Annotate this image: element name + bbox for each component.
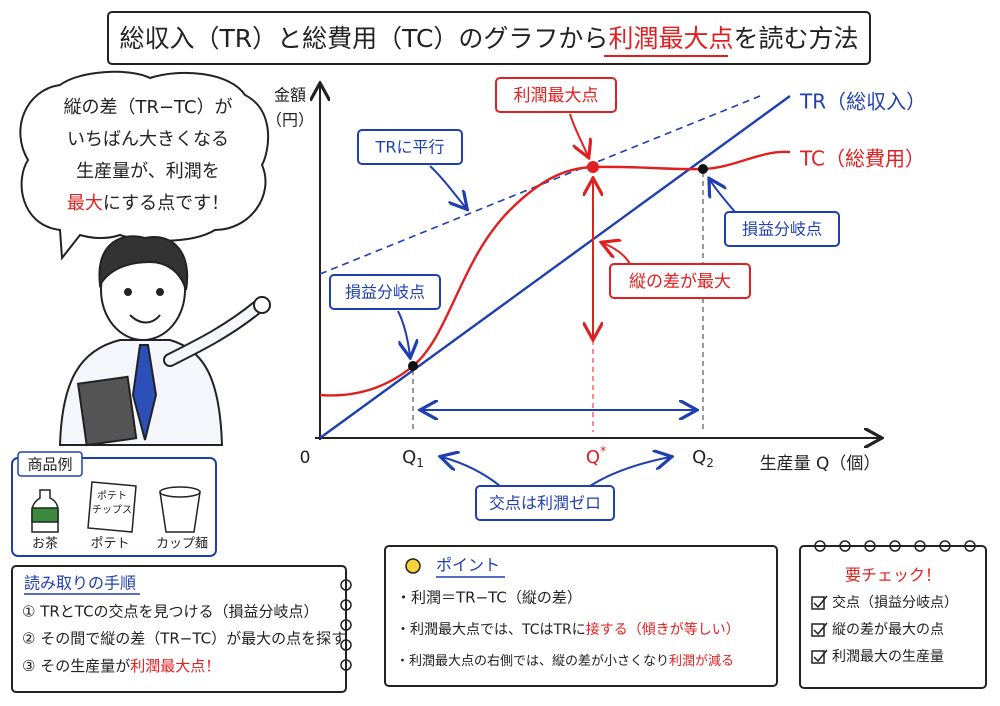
point-text: ・利潤最大点の右側では、縦の差が小さくなり [396,654,669,669]
point-highlight: 接する（傾きが等しい） [586,621,740,638]
callout-text: TRに平行 [375,138,445,157]
tr-label: TR（総収入） [799,90,926,114]
x-tick-label: Q2 [692,447,714,470]
callout-arrow [429,165,466,208]
tick-base: Q [586,447,600,468]
checklist-item: 交点（損益分岐点） [832,594,958,611]
callout-text: 交点は利潤ゼロ [489,494,601,513]
speech-line: 生産量が、利潤を [76,161,220,182]
bulb-icon [405,558,421,574]
product-label: カップ麺 [156,537,208,552]
break-even-point [698,164,708,174]
point-box [384,545,778,687]
title-highlight: 利潤最大点 [608,24,733,53]
title-box [107,11,871,65]
tr-line [319,95,791,439]
tick-sub: 1 [416,456,424,470]
tick-base: Q [402,447,416,468]
y-axis-label: 金額 [274,86,306,105]
profit-max-point [587,161,599,173]
callout-text: 損益分岐点 [345,283,425,302]
tick-sub: * [600,444,606,458]
products-title: 商品例 [27,456,72,474]
callout-arrow [442,457,501,487]
product-icons [31,481,201,533]
checkboxes [811,595,828,664]
step-item: ③ その生産量が利潤最大点！ [22,657,220,675]
checklist-item: 縦の差が最大の点 [832,622,944,638]
callout-arrow [603,243,631,265]
teacher-illustration [58,235,271,447]
title-text: 総収入（TR）と総費用（TC）のグラフから [120,24,609,53]
product-label: お茶 [32,536,58,552]
callout-text: 利潤最大点 [514,86,599,106]
checklist-item: 利潤最大の生産量 [832,649,944,665]
step-highlight: 利潤最大点！ [130,657,220,675]
point-item: ・利潤最大点では、TCはTRに接する（傾きが等しい） [396,621,740,638]
speech-line: 最大にする点です！ [67,193,229,214]
point-text: ・利潤最大点では、TCはTRに [396,622,586,638]
callout-arrow [569,113,588,156]
steps-box [11,565,347,693]
x-tick-label: Q1 [402,447,424,470]
y-axis-label: （円） [266,111,314,130]
products-tab [17,451,83,477]
callout-box [609,263,751,299]
package-text: チップス [92,504,132,516]
callout-arrow [397,310,410,356]
product-label: ポテト [90,537,129,552]
checklist-title: 要チェック！ [845,566,941,585]
callout-box [329,274,441,310]
checklist-box [799,545,987,689]
steps-title: 読み取りの手順 [24,574,136,593]
title-text: を読む方法 [733,24,858,53]
tc-label: TC（総費用） [799,147,925,171]
callout-arrow [710,180,736,213]
callout-box [357,129,463,165]
point-item: ・利潤最大点の右側では、縦の差が小さくなり利潤が減る [396,653,734,669]
speech-highlight: 最大 [67,193,103,214]
point-title: ポイント [436,556,500,575]
x-axis-label: 生産量 Q（個） [760,454,881,474]
step-item: ① TRとTCの交点を見つける（損益分岐点） [22,603,319,621]
callout-box [495,77,617,113]
callout-box [724,211,840,247]
step-item: ② その間で縦の差（TR−TC）が最大の点を探す [22,630,346,648]
tick-sub: 2 [706,456,714,470]
callout-text: 損益分岐点 [742,220,822,239]
package-text: ポテト [97,490,127,502]
point-highlight: 利潤が減る [669,653,734,669]
x-tick-label: Q* [586,444,606,469]
speech-line: 縦の差（TR−TC）が [63,97,232,118]
speech-text: にする点です！ [103,193,229,214]
title: 総収入（TR）と総費用（TC）のグラフから利潤最大点を読む方法 [120,24,859,53]
break-even-point [408,361,418,371]
callout-arrow [589,457,670,487]
tick-base: Q [692,447,706,468]
spiral [814,540,976,552]
origin-label: 0 [300,448,311,468]
callout-box [475,485,615,521]
point-item: ・利潤＝TR−TC（縦の差） [396,589,582,607]
step-text: ③ その生産量が [22,657,130,675]
callout-text: 縦の差が最大 [629,272,731,292]
spiral [340,579,352,671]
speech-line: いちばん大きくなる [67,129,229,150]
